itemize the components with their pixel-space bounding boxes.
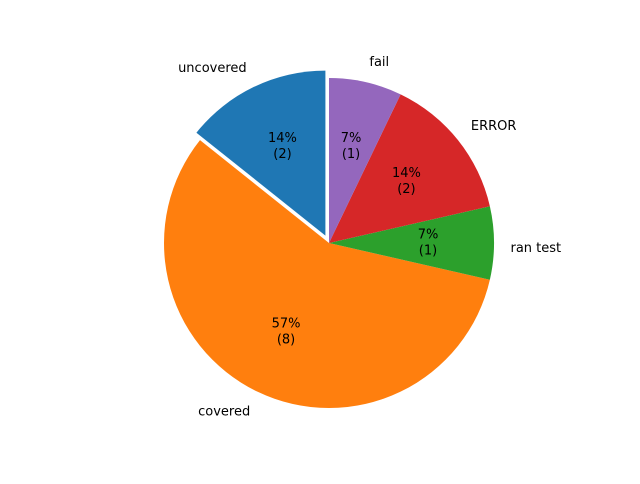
pie-slice-uncovered bbox=[196, 70, 326, 236]
slice-label-covered: covered bbox=[198, 404, 250, 419]
slice-count-error: (2) bbox=[397, 182, 415, 197]
slice-percent-uncovered: 14% bbox=[268, 131, 297, 146]
pie-slice-fail bbox=[329, 78, 401, 243]
slice-label-error: ERROR bbox=[471, 119, 517, 134]
slice-label-uncovered: uncovered bbox=[178, 61, 247, 76]
slice-count-uncovered: (2) bbox=[273, 147, 291, 162]
slice-percent-fail: 7% bbox=[341, 131, 362, 146]
slice-percent-ran-test: 7% bbox=[418, 228, 439, 243]
slice-count-covered: (8) bbox=[277, 333, 295, 348]
slice-count-ran-test: (1) bbox=[419, 244, 437, 259]
slice-count-fail: (1) bbox=[342, 147, 360, 162]
slice-percent-error: 14% bbox=[392, 166, 421, 181]
pie-slice-ran-test bbox=[329, 206, 494, 280]
pie-slice-error bbox=[329, 94, 490, 243]
slice-label-fail: fail bbox=[369, 55, 389, 70]
slices-layer bbox=[163, 70, 494, 408]
slice-label-ran-test: ran test bbox=[511, 241, 562, 256]
slice-percent-covered: 57% bbox=[272, 317, 301, 332]
pie-slice-covered bbox=[163, 140, 490, 408]
